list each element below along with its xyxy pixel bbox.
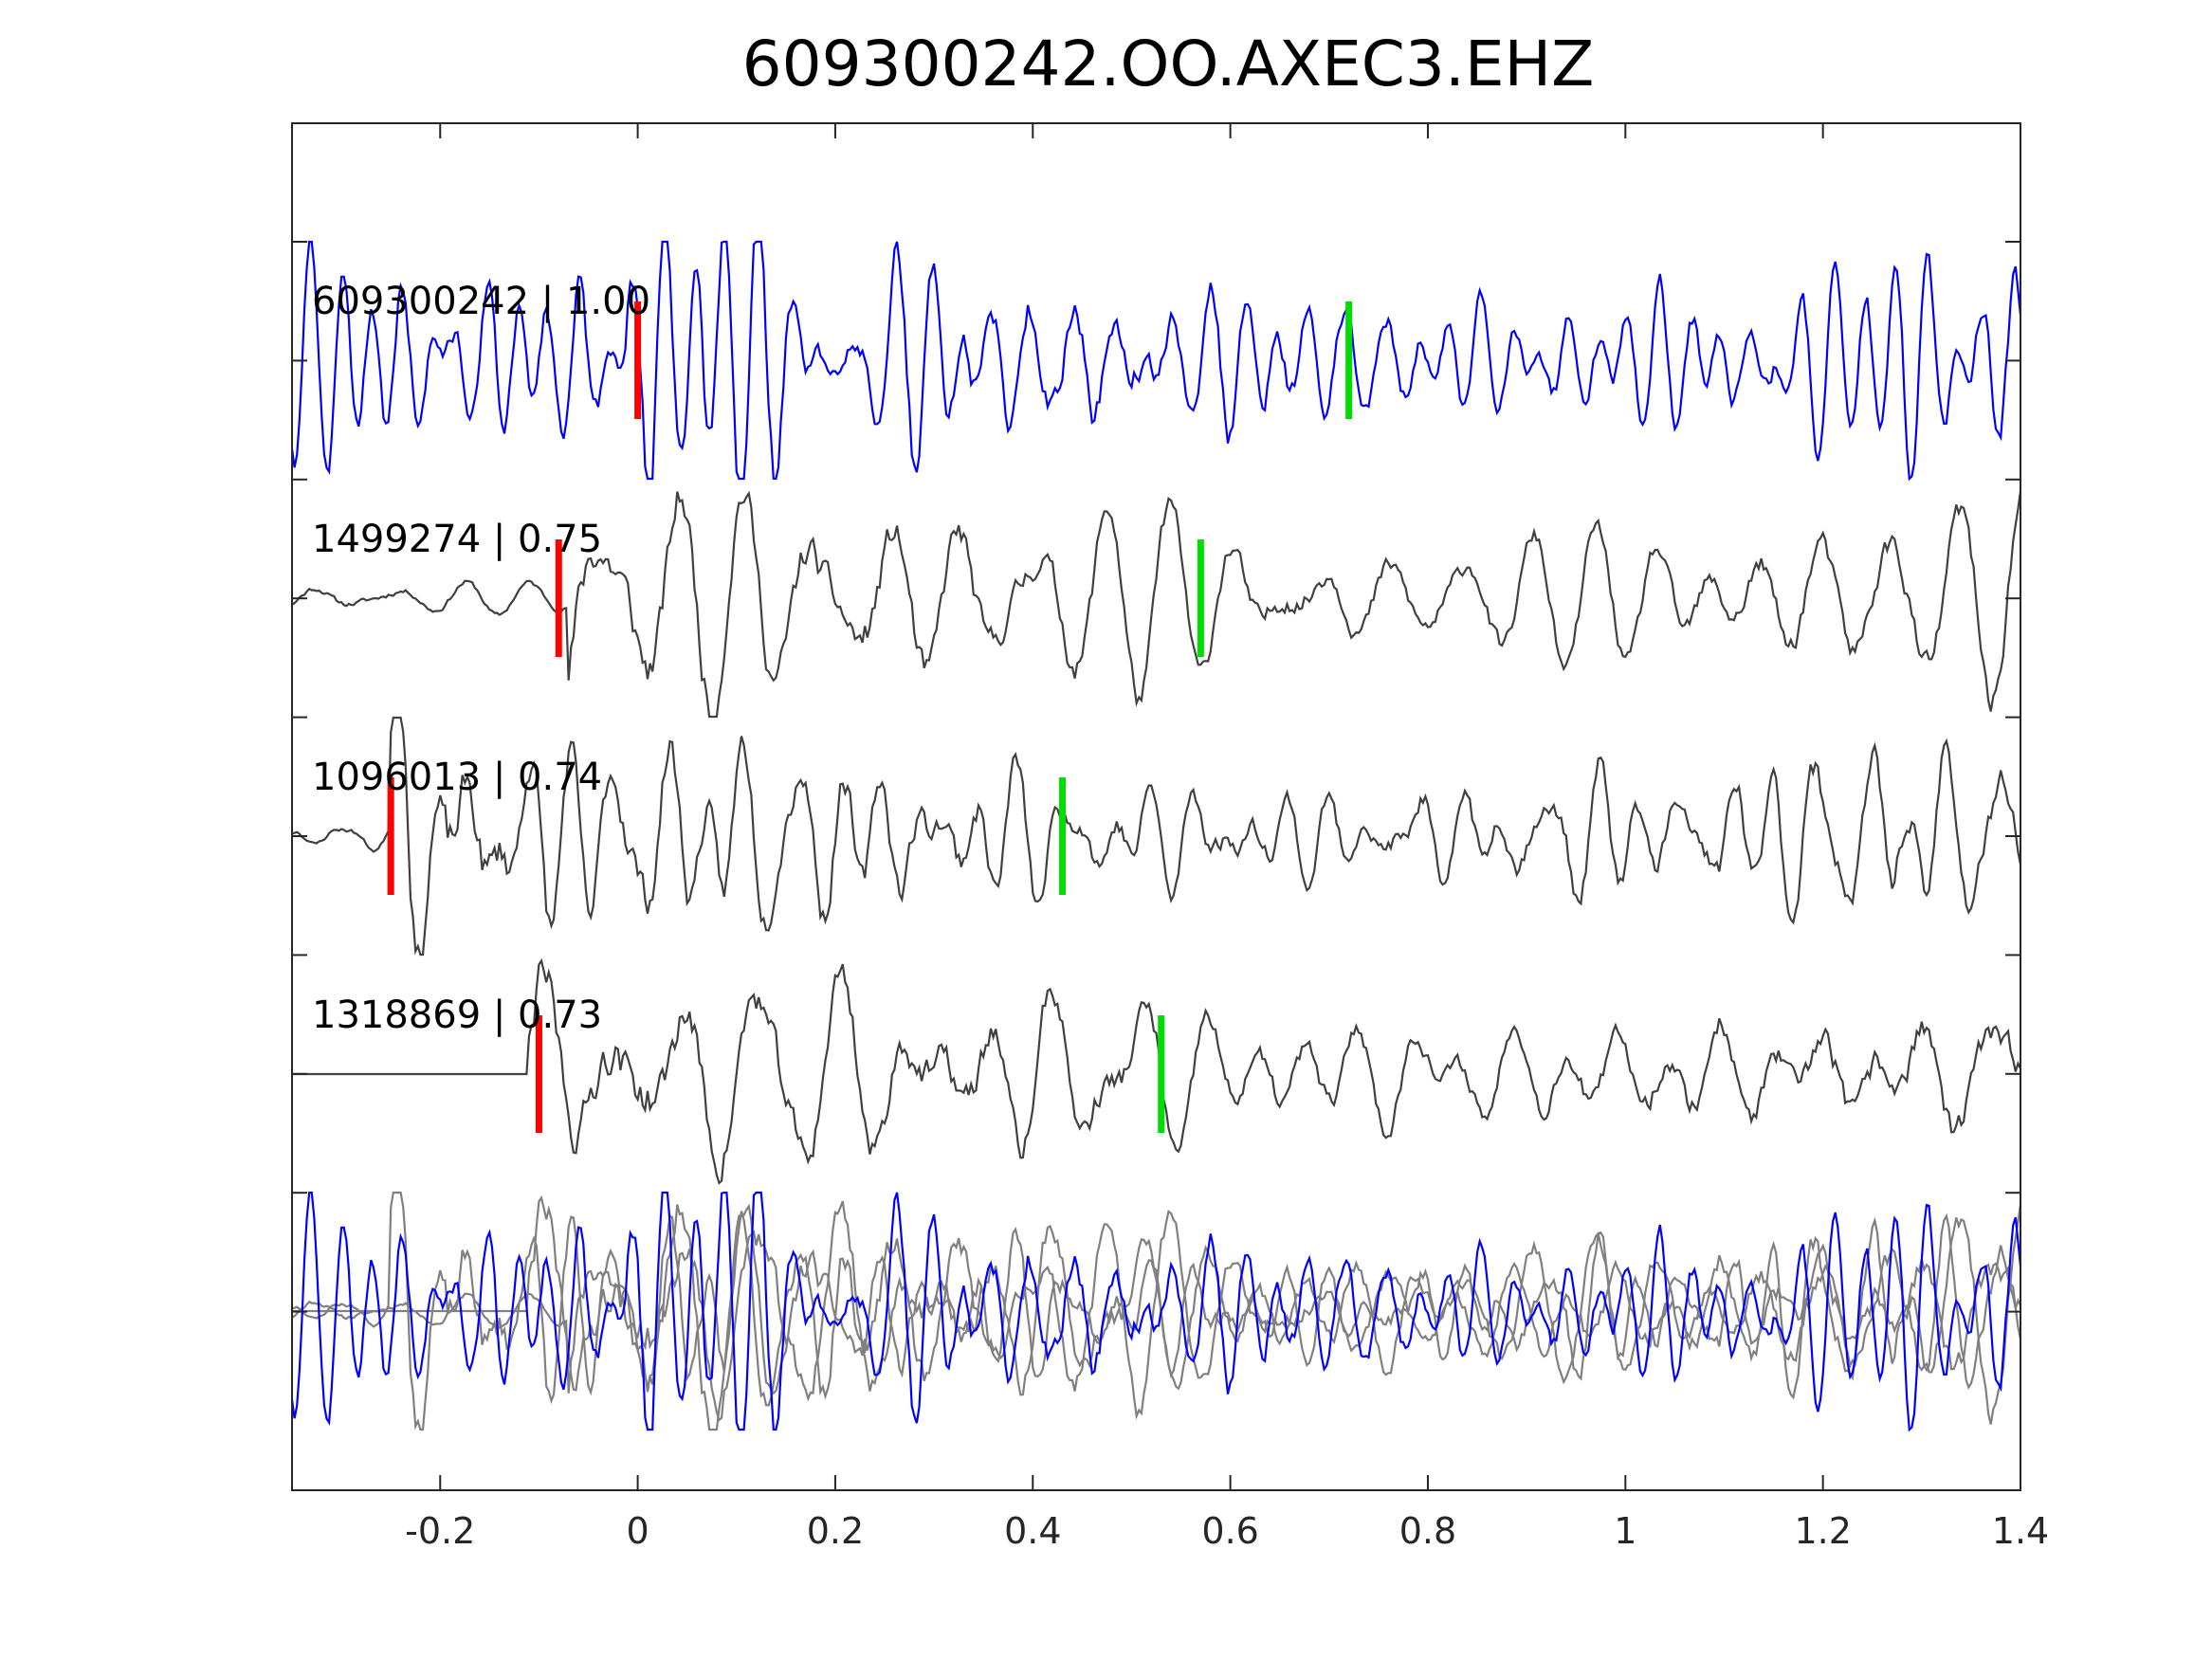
- traces-layer: [292, 240, 2020, 1432]
- picks-layer: [387, 301, 1353, 1133]
- trace-label-1096013: 1096013 | 0.74: [312, 756, 602, 799]
- trace-1096013: [292, 716, 2020, 957]
- chart-title: 609300242.OO.AXEC3.EHZ: [742, 27, 1595, 100]
- trace-label-1499274: 1499274 | 0.75: [312, 518, 602, 561]
- x-tick-label: 0.2: [807, 1510, 864, 1552]
- x-tick-label: -0.2: [405, 1510, 475, 1552]
- trace-label-609300242: 609300242 | 1.00: [312, 280, 650, 323]
- trace-1318869: [292, 957, 2020, 1185]
- x-tick-label: 0.4: [1004, 1510, 1061, 1552]
- overlay-trace-1096013: [292, 1191, 2020, 1431]
- x-tick-label: 0.8: [1399, 1510, 1456, 1552]
- overlay-trace-1318869: [292, 1194, 2020, 1422]
- trace-609300242: [292, 240, 2020, 482]
- axes-frame: [291, 122, 2021, 1491]
- trace-label-1318869: 1318869 | 0.73: [312, 994, 602, 1037]
- trace-labels-layer: 609300242 | 1.00 1499274 | 0.75 1096013 | …: [312, 280, 650, 1037]
- trace-1499274: [292, 490, 2020, 719]
- x-tick-label: 1: [1614, 1510, 1636, 1552]
- x-tick-label: 1.2: [1794, 1510, 1851, 1552]
- x-tick-label: 0.6: [1201, 1510, 1258, 1552]
- x-tick-label: 1.4: [1992, 1510, 2049, 1552]
- overlay-trace-609300242: [292, 1191, 2020, 1432]
- x-tick-label: 0: [627, 1510, 649, 1552]
- axes-layer: -0.2 0 0.2 0.4 0.6 0.8 1 1.2 1.4: [291, 122, 2049, 1552]
